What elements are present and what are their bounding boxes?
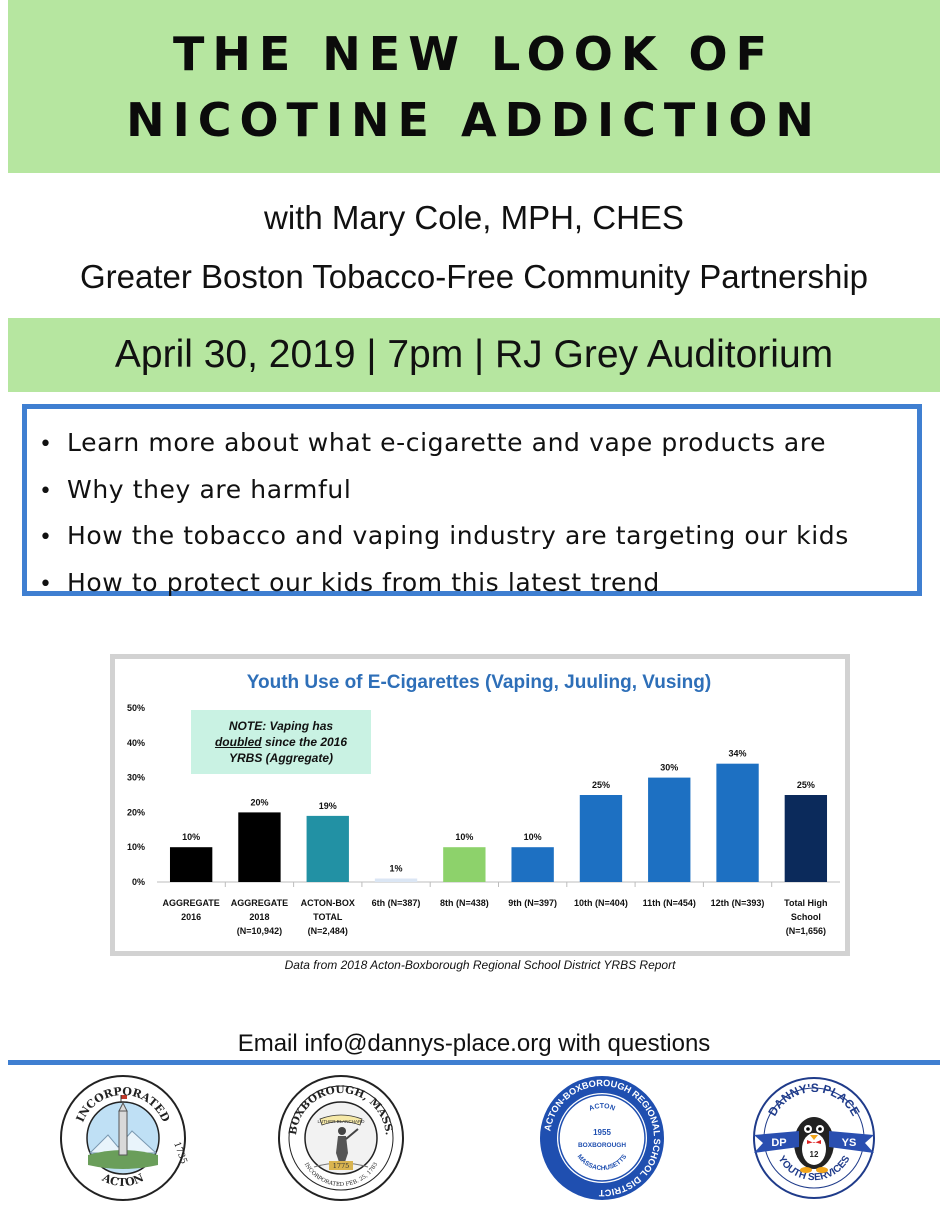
dannys-logo-left: DP (771, 1137, 786, 1149)
chart-source: Data from 2018 Acton-Boxborough Regional… (284, 958, 676, 972)
bar (784, 795, 828, 882)
key-point: • Learn more about what e-cigarette and v… (39, 421, 917, 468)
note-line-3: YRBS (Aggregate) (228, 751, 333, 765)
key-point: • Why they are harmful (39, 468, 917, 515)
bar-value-label: 34% (729, 749, 747, 759)
chart-title: Youth Use of E-Cigarettes (Vaping, Juuli… (247, 672, 711, 693)
title-line-1: THE NEW LOOK OF (172, 26, 776, 81)
divider (8, 1060, 940, 1065)
bar-value-label: 20% (250, 797, 268, 807)
school-district-seal: ACTON-BOXBOROUGH REGIONAL SCHOOL DISTRIC… (540, 1076, 664, 1200)
district-seal-inner-top: ACTON (588, 1103, 616, 1113)
key-points-list: • Learn more about what e-cigarette and v… (39, 421, 917, 607)
event-details-banner: April 30, 2019 | 7pm | RJ Grey Auditoriu… (8, 318, 940, 392)
y-tick-label: 40% (127, 738, 145, 748)
x-tick-label: AGGREGATE (162, 898, 219, 908)
bar-value-label: 10% (182, 832, 200, 842)
note-line-2: doubled since the 2016 (214, 735, 348, 749)
bullet-icon: • (39, 478, 53, 504)
district-seal-inner-mid: BOXBOROUGH (578, 1142, 626, 1149)
contact-email-line: Email info@dannys-place.org with questio… (237, 1030, 711, 1057)
x-tick-label: (N=10,942) (237, 926, 282, 936)
x-tick-label: 8th (N=438) (440, 898, 489, 908)
bullet-icon: • (39, 571, 53, 597)
y-tick-label: 0% (132, 877, 145, 887)
bar-value-label: 10% (524, 832, 542, 842)
y-tick-label: 30% (127, 773, 145, 783)
acton-seal-bottom-text: ACTON (99, 1171, 146, 1189)
bar-value-label: 25% (592, 780, 610, 790)
boxborough-seal-year: 1775 (333, 1162, 350, 1170)
boxborough-town-seal: LUTHER BLANCHARD 1775 BOXBOROUGH, MASS. … (278, 1075, 404, 1201)
title-banner: THE NEW LOOK OF NICOTINE ADDICTION (8, 0, 940, 173)
key-point: • How the tobacco and vaping industry are… (39, 514, 917, 561)
x-tick-label: 2018 (249, 912, 269, 922)
note-line-1: NOTE: Vaping has (228, 719, 334, 733)
bar (306, 815, 349, 882)
bar (238, 812, 281, 882)
x-tick-label: AGGREGATE (231, 898, 288, 908)
bar-value-label: 25% (797, 780, 815, 790)
y-tick-label: 20% (127, 807, 145, 817)
dannys-logo-right: YS (842, 1137, 857, 1149)
presenter-organization: Greater Boston Tobacco-Free Community Pa… (79, 258, 869, 295)
bar (511, 847, 554, 882)
key-point: • How to protect our kids from this lates… (39, 561, 917, 608)
bar (648, 777, 691, 882)
acton-town-seal: INCORPORATED 1735 ACTON (60, 1075, 188, 1201)
x-tick-label: 12th (N=393) (711, 898, 765, 908)
chart-note: NOTE: Vaping has doubled since the 2016 … (191, 710, 371, 774)
bar-value-label: 1% (390, 864, 403, 874)
presenter-name: with Mary Cole, MPH, CHES (264, 199, 684, 236)
boxborough-seal-banner: LUTHER BLANCHARD (317, 1119, 365, 1124)
bullet-icon: • (39, 432, 53, 457)
y-tick-label: 50% (127, 703, 145, 713)
x-tick-label: 10th (N=404) (574, 898, 628, 908)
x-tick-label: 9th (N=397) (508, 898, 557, 908)
x-tick-label: 2016 (181, 912, 201, 922)
bar-value-label: 19% (319, 801, 337, 811)
bar-value-label: 30% (660, 763, 678, 773)
key-points-box: • Learn more about what e-cigarette and v… (22, 404, 922, 597)
bar-chart: Youth Use of E-Cigarettes (Vaping, Juuli… (127, 672, 840, 936)
x-tick-label: ACTON-BOX (301, 898, 355, 908)
bar (443, 847, 486, 882)
x-tick-label: (N=2,484) (308, 926, 348, 936)
x-tick-label: School (791, 912, 821, 922)
bar (579, 795, 623, 882)
x-tick-label: (N=1,656) (786, 926, 826, 936)
bar-value-label: 10% (455, 832, 473, 842)
event-details: April 30, 2019 | 7pm | RJ Grey Auditoriu… (114, 333, 834, 376)
bullet-icon: • (39, 525, 53, 550)
district-seal-year: 1955 (593, 1128, 611, 1137)
x-tick-label: 6th (N=387) (372, 898, 421, 908)
x-tick-label: TOTAL (313, 912, 343, 922)
dannys-logo-number: 12 (810, 1150, 819, 1159)
dannys-place-logo: DANNY'S PLACE YOUTH SERVICES DP 12 YS (753, 1077, 875, 1199)
bar (169, 847, 213, 882)
x-tick-label: Total High (784, 898, 827, 908)
bar (374, 878, 418, 882)
y-tick-label: 10% (127, 842, 145, 852)
title-line-2: NICOTINE ADDICTION (126, 92, 822, 147)
bar (716, 763, 759, 882)
x-tick-label: 11th (N=454) (643, 898, 696, 908)
